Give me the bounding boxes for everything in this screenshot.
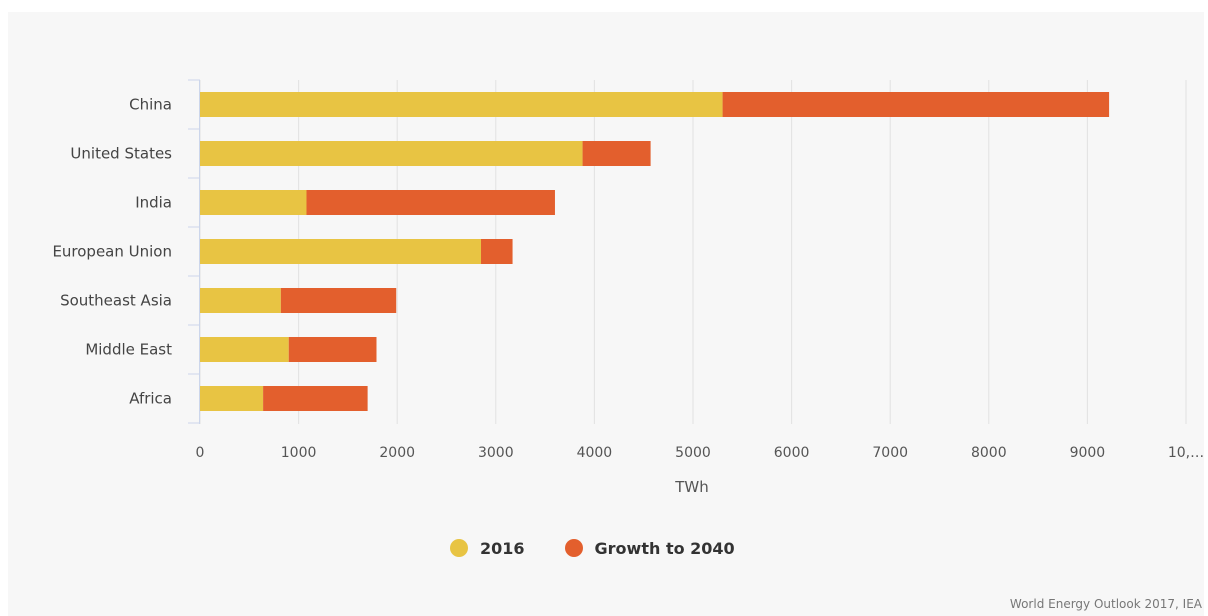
bar-growth-to-2040[interactable] [722, 92, 1110, 117]
source-credit: World Energy Outlook 2017, IEA [1009, 597, 1202, 611]
axis-layer: 0 1000 2000 3000 4000 5000 6000 7000 8000 9000 10,… [52, 79, 1204, 461]
bar-2016[interactable] [200, 141, 583, 166]
bar-2016[interactable] [200, 288, 281, 313]
legend-marker-2016 [450, 539, 468, 557]
category-label: United States [70, 145, 172, 163]
category-label: European Union [52, 243, 172, 261]
bar-growth-to-2040[interactable] [280, 288, 397, 313]
legend-item-growth[interactable]: Growth to 2040 [564, 538, 735, 558]
bar-layer [200, 92, 1110, 411]
bar-growth-to-2040[interactable] [288, 337, 377, 362]
x-tick-label: 5000 [675, 445, 711, 461]
x-tick-label: 3000 [478, 445, 514, 461]
x-tick-label: 7000 [872, 445, 908, 461]
x-tick-label: 6000 [774, 445, 810, 461]
category-label: Middle East [85, 341, 172, 359]
x-tick-label: 8000 [971, 445, 1007, 461]
x-axis-title: TWh [674, 478, 709, 496]
x-tick-label: 2000 [379, 445, 415, 461]
bar-2016[interactable] [200, 239, 482, 264]
legend-label-growth: Growth to 2040 [594, 538, 735, 558]
bar-growth-to-2040[interactable] [481, 239, 513, 264]
x-tick-label: 1000 [281, 445, 317, 461]
x-tick-label: 0 [196, 445, 205, 461]
category-label: China [129, 96, 172, 114]
category-label: Africa [129, 390, 172, 408]
bar-growth-to-2040[interactable] [306, 190, 555, 215]
bar-growth-to-2040[interactable] [582, 141, 651, 166]
bar-2016[interactable] [200, 337, 289, 362]
legend-marker-growth [564, 539, 583, 557]
category-label: India [135, 194, 172, 212]
x-tick-label: 9000 [1070, 445, 1106, 461]
legend-label-2016: 2016 [480, 538, 525, 558]
legend: 2016 Growth to 2040 [450, 536, 735, 560]
legend-item-2016[interactable]: 2016 [450, 539, 525, 558]
x-tick-label: 4000 [577, 445, 613, 461]
category-label: Southeast Asia [60, 292, 172, 310]
bar-2016[interactable] [200, 386, 264, 411]
bar-2016[interactable] [200, 190, 307, 215]
bar-2016[interactable] [200, 92, 723, 117]
bar-growth-to-2040[interactable] [263, 386, 368, 411]
x-tick-label: 10,… [1168, 445, 1204, 461]
